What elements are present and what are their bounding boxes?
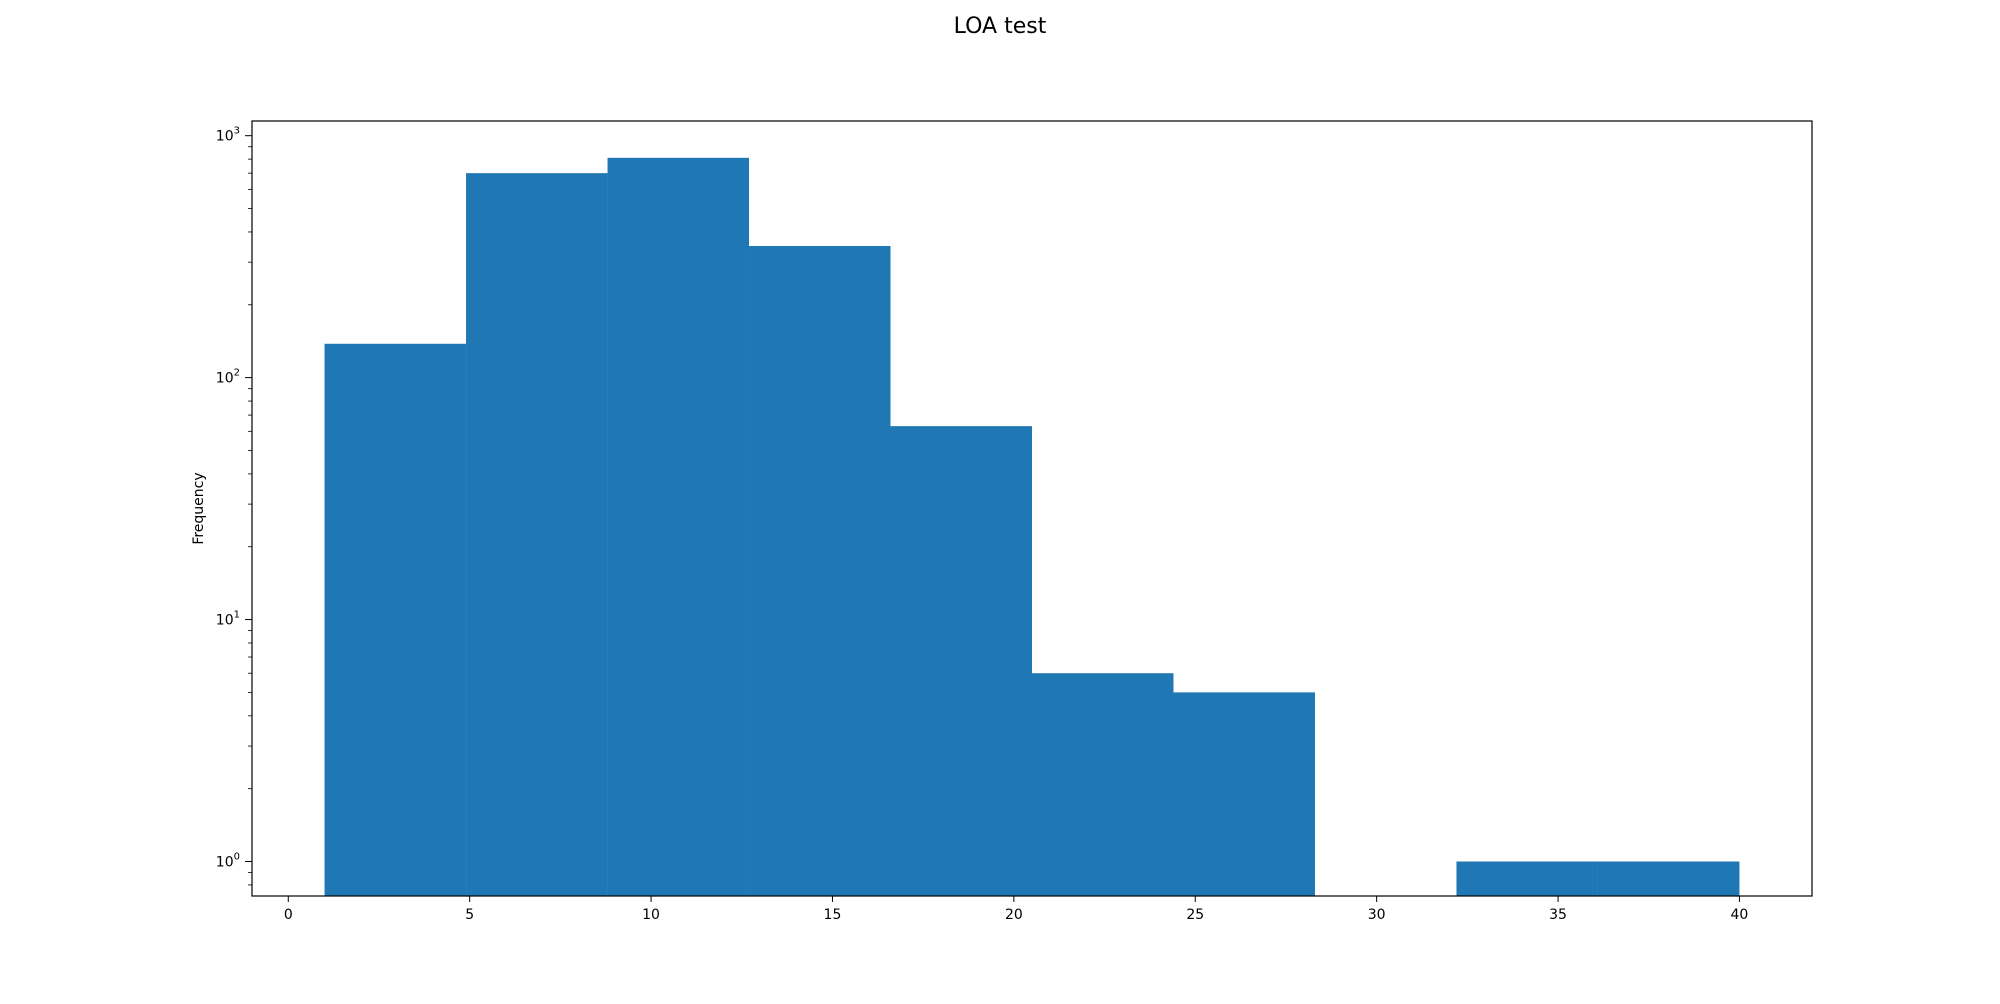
histogram-bar <box>1032 673 1174 896</box>
y-minor-ticks <box>248 146 252 886</box>
x-tick-label: 20 <box>1005 907 1023 923</box>
y-tick-label: 102 <box>216 368 240 387</box>
histogram-bar <box>1173 692 1315 896</box>
y-axis-label: Frequency <box>191 472 207 544</box>
x-axis: 0 5 10 15 20 25 30 35 40 <box>284 896 1749 923</box>
plot-frame <box>251 120 1813 897</box>
y-axis: 100 101 102 103 <box>216 126 252 870</box>
bars <box>324 157 1740 897</box>
x-tick-label: 30 <box>1368 907 1386 923</box>
x-tick-label: 0 <box>284 907 293 923</box>
x-tick-label: 10 <box>642 907 660 923</box>
histogram-bar <box>607 157 750 896</box>
histogram-bar <box>749 245 891 896</box>
histogram-bar <box>890 426 1032 896</box>
x-tick-label: 25 <box>1186 907 1204 923</box>
histogram-bar <box>1597 861 1740 896</box>
x-tick-label: 15 <box>824 907 842 923</box>
histogram-bar <box>324 343 467 897</box>
x-tick-label: 5 <box>465 907 474 923</box>
histogram-bar <box>1456 861 1598 896</box>
y-tick-label: 101 <box>216 610 240 629</box>
chart-title: LOA test <box>953 14 1047 39</box>
y-tick-label: 103 <box>216 126 240 145</box>
y-tick-label: 100 <box>216 851 240 870</box>
x-tick-label: 35 <box>1549 907 1567 923</box>
histogram-bar <box>466 173 608 897</box>
x-tick-label: 40 <box>1731 907 1749 923</box>
